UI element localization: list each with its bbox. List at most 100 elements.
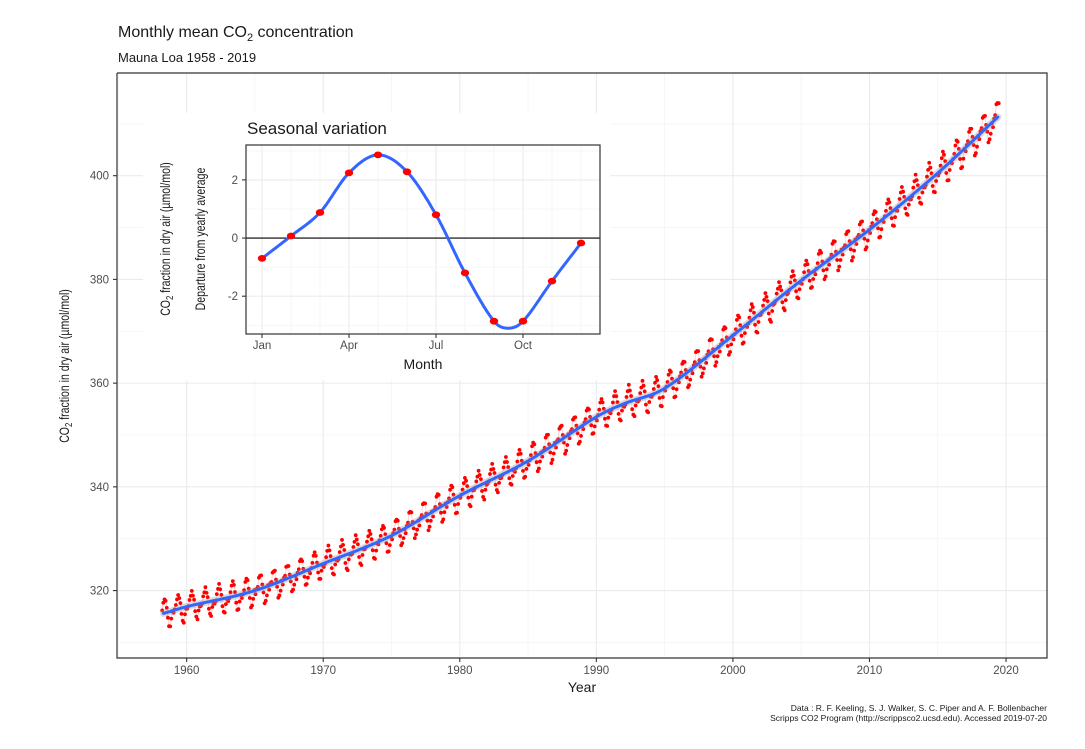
monthly-point — [838, 258, 843, 262]
chart-title: Monthly mean CO2 concentration — [118, 24, 354, 44]
monthly-point — [967, 130, 971, 134]
inset-seasonal-curve — [261, 153, 583, 330]
monthly-point — [406, 520, 410, 525]
monthly-point — [308, 571, 312, 576]
monthly-point — [873, 210, 878, 214]
monthly-point — [387, 543, 392, 547]
monthly-point — [523, 474, 528, 479]
monthly-point — [253, 592, 258, 597]
monthly-point — [713, 363, 718, 368]
monthly-point — [353, 533, 358, 538]
monthly-point — [633, 403, 638, 408]
monthly-point — [996, 101, 1001, 106]
monthly-point — [343, 561, 348, 565]
monthly-point — [174, 603, 178, 607]
monthly-point — [565, 443, 570, 447]
monthly-point — [368, 532, 373, 536]
monthly-point — [280, 582, 285, 587]
monthly-point — [288, 579, 293, 584]
monthly-point — [300, 559, 305, 563]
monthly-point — [714, 360, 719, 364]
monthly-point — [846, 229, 851, 234]
monthly-point — [319, 568, 324, 573]
monthly-point — [513, 470, 517, 474]
monthly-point — [583, 417, 588, 421]
monthly-point — [195, 617, 200, 622]
monthly-point — [665, 380, 670, 384]
monthly-point — [876, 226, 880, 231]
monthly-point — [196, 608, 201, 613]
monthly-point — [624, 395, 629, 399]
monthly-point — [993, 113, 998, 117]
monthly-point — [970, 135, 975, 139]
monthly-point — [618, 418, 623, 423]
monthly-point — [559, 423, 564, 428]
inset-point-dec — [576, 239, 586, 247]
monthly-point — [533, 451, 538, 455]
monthly-point — [971, 143, 976, 147]
monthly-point — [985, 129, 990, 134]
monthly-point — [283, 573, 287, 578]
monthly-point — [766, 311, 771, 316]
monthly-point — [466, 495, 471, 500]
monthly-point — [616, 412, 621, 416]
monthly-point — [704, 361, 709, 365]
monthly-point — [640, 378, 645, 383]
monthly-point — [848, 247, 853, 252]
monthly-point — [822, 277, 827, 282]
monthly-point — [987, 137, 992, 142]
monthly-point — [595, 418, 599, 423]
monthly-point — [442, 510, 447, 514]
monthly-point — [315, 560, 319, 565]
monthly-point — [428, 518, 433, 523]
monthly-point — [505, 460, 509, 464]
monthly-point — [517, 448, 522, 452]
monthly-point — [411, 526, 416, 531]
inset-y-tick-label: -2 — [228, 291, 238, 303]
monthly-point — [237, 599, 242, 604]
monthly-point — [342, 548, 347, 552]
monthly-point — [661, 395, 665, 399]
monthly-point — [875, 217, 879, 222]
monthly-point — [574, 423, 579, 428]
monthly-point — [832, 239, 837, 244]
monthly-point — [979, 126, 984, 131]
monthly-point — [868, 231, 872, 235]
monthly-point — [836, 268, 841, 273]
inset-x-tick-label: Jul — [429, 340, 444, 352]
monthly-point — [911, 185, 916, 190]
monthly-point — [943, 159, 948, 164]
monthly-point — [464, 478, 468, 483]
monthly-point — [403, 531, 408, 536]
monthly-point — [374, 548, 379, 553]
monthly-point — [191, 593, 195, 598]
inset-point-jun — [402, 168, 412, 176]
monthly-point — [777, 280, 781, 284]
monthly-point — [712, 354, 716, 359]
monthly-point — [414, 532, 418, 537]
monthly-point — [741, 340, 746, 345]
monthly-point — [366, 534, 371, 539]
monthly-point — [629, 394, 633, 398]
monthly-points — [160, 101, 1001, 629]
inset-point-nov — [547, 277, 557, 285]
monthly-point — [737, 315, 742, 320]
monthly-point — [628, 388, 632, 393]
monthly-point — [666, 372, 671, 377]
monthly-point — [603, 416, 607, 421]
monthly-point — [902, 195, 907, 199]
inset-y-axis-title-line2: Departure from yearly average — [193, 167, 209, 310]
monthly-point — [710, 337, 714, 342]
monthly-point — [507, 476, 512, 481]
monthly-point — [480, 489, 484, 493]
monthly-point — [304, 582, 309, 586]
monthly-point — [169, 616, 174, 621]
monthly-point — [670, 376, 674, 381]
monthly-point — [819, 250, 823, 255]
monthly-point — [788, 280, 793, 285]
monthly-point — [725, 344, 730, 348]
y-tick-label: 380 — [90, 274, 109, 286]
monthly-point — [810, 285, 814, 289]
monthly-point — [357, 555, 361, 559]
monthly-point — [247, 596, 252, 600]
